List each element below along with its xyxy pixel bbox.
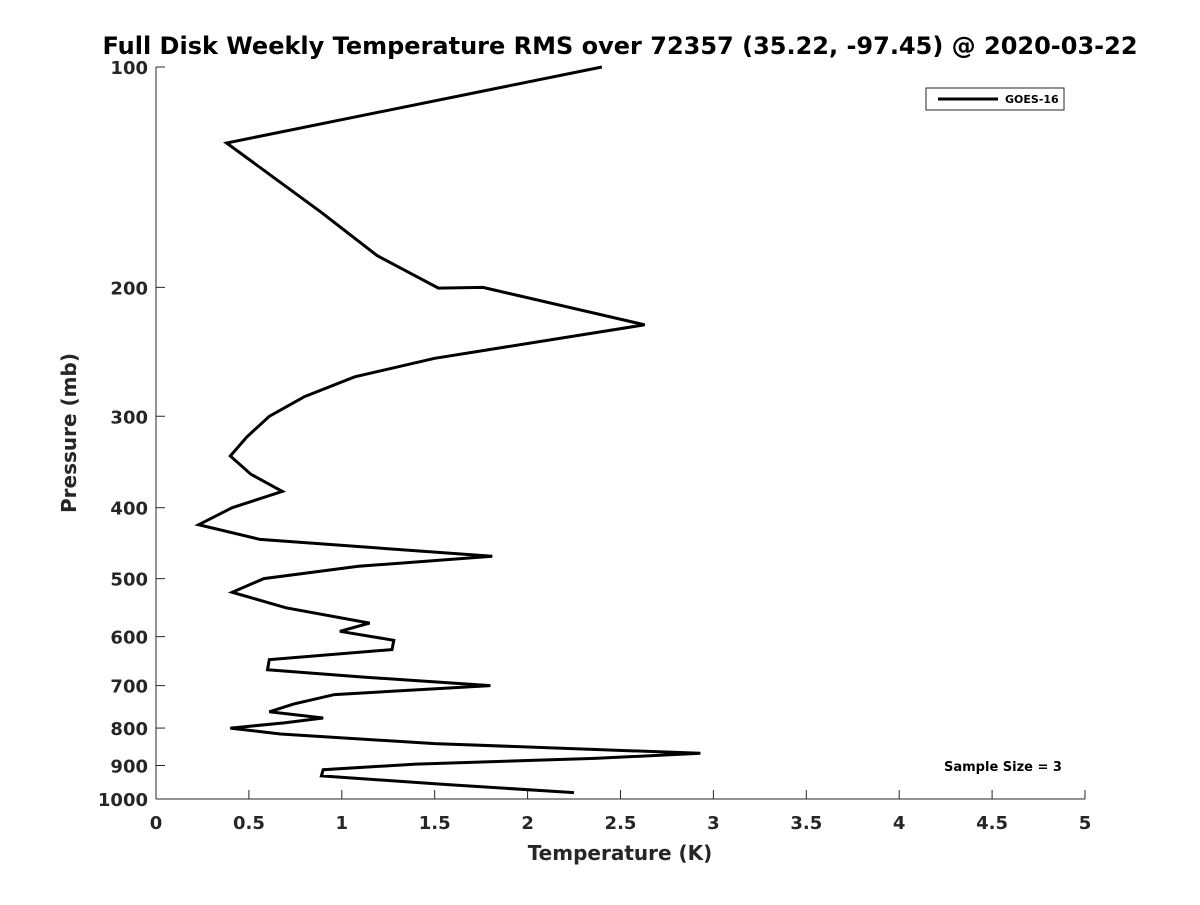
y-tick-label: 300 bbox=[110, 407, 148, 428]
x-tick-label: 0.5 bbox=[233, 813, 265, 834]
y-tick-label: 1000 bbox=[98, 790, 148, 811]
y-tick-label: 500 bbox=[110, 570, 148, 591]
sample-size-annotation: Sample Size = 3 bbox=[944, 760, 1062, 775]
y-tick-label: 800 bbox=[110, 719, 148, 740]
legend-entry-goes-16: GOES-16 bbox=[1005, 93, 1059, 106]
x-tick-label: 4 bbox=[893, 813, 906, 834]
x-axis-ticks: 0 0.5 1 1.5 2 2.5 3 3.5 4 4.5 5 bbox=[150, 790, 1092, 834]
axes-background bbox=[156, 67, 1085, 799]
y-tick-label: 400 bbox=[110, 499, 148, 520]
x-tick-label: 0 bbox=[150, 813, 163, 834]
y-tick-label: 900 bbox=[110, 757, 148, 778]
y-axis-ticks: 100 200 300 400 500 600 700 800 900 1000 bbox=[98, 58, 165, 811]
legend: GOES-16 bbox=[925, 87, 1065, 111]
y-axis-label: Pressure (mb) bbox=[57, 353, 81, 513]
y-tick-label: 700 bbox=[110, 677, 148, 698]
x-tick-label: 5 bbox=[1079, 813, 1092, 834]
series-line-goes-16 bbox=[194, 65, 701, 795]
x-tick-label: 3 bbox=[707, 813, 720, 834]
x-tick-label: 2 bbox=[521, 813, 534, 834]
x-tick-label: 4.5 bbox=[976, 813, 1008, 834]
chart-title: Full Disk Weekly Temperature RMS over 72… bbox=[102, 32, 1137, 60]
y-tick-label: 200 bbox=[110, 278, 148, 299]
x-axis-label: Temperature (K) bbox=[528, 841, 713, 865]
x-tick-label: 1 bbox=[336, 813, 349, 834]
x-tick-label: 2.5 bbox=[605, 813, 637, 834]
x-tick-label: 3.5 bbox=[790, 813, 822, 834]
y-tick-label: 100 bbox=[110, 58, 148, 79]
y-tick-label: 600 bbox=[110, 628, 148, 649]
plot-area bbox=[156, 67, 1085, 799]
x-tick-label: 1.5 bbox=[419, 813, 451, 834]
